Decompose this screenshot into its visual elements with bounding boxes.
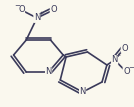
Text: −: − [128, 65, 134, 71]
Text: N: N [34, 13, 40, 22]
Text: N: N [111, 56, 118, 65]
Text: N: N [79, 88, 86, 97]
Text: O: O [50, 5, 57, 15]
Text: +: + [38, 11, 43, 16]
Text: O: O [121, 44, 128, 53]
Text: +: + [116, 53, 121, 58]
Text: O: O [123, 68, 130, 77]
Text: O: O [18, 5, 25, 15]
Text: N: N [45, 68, 52, 77]
Text: −: − [14, 3, 20, 9]
